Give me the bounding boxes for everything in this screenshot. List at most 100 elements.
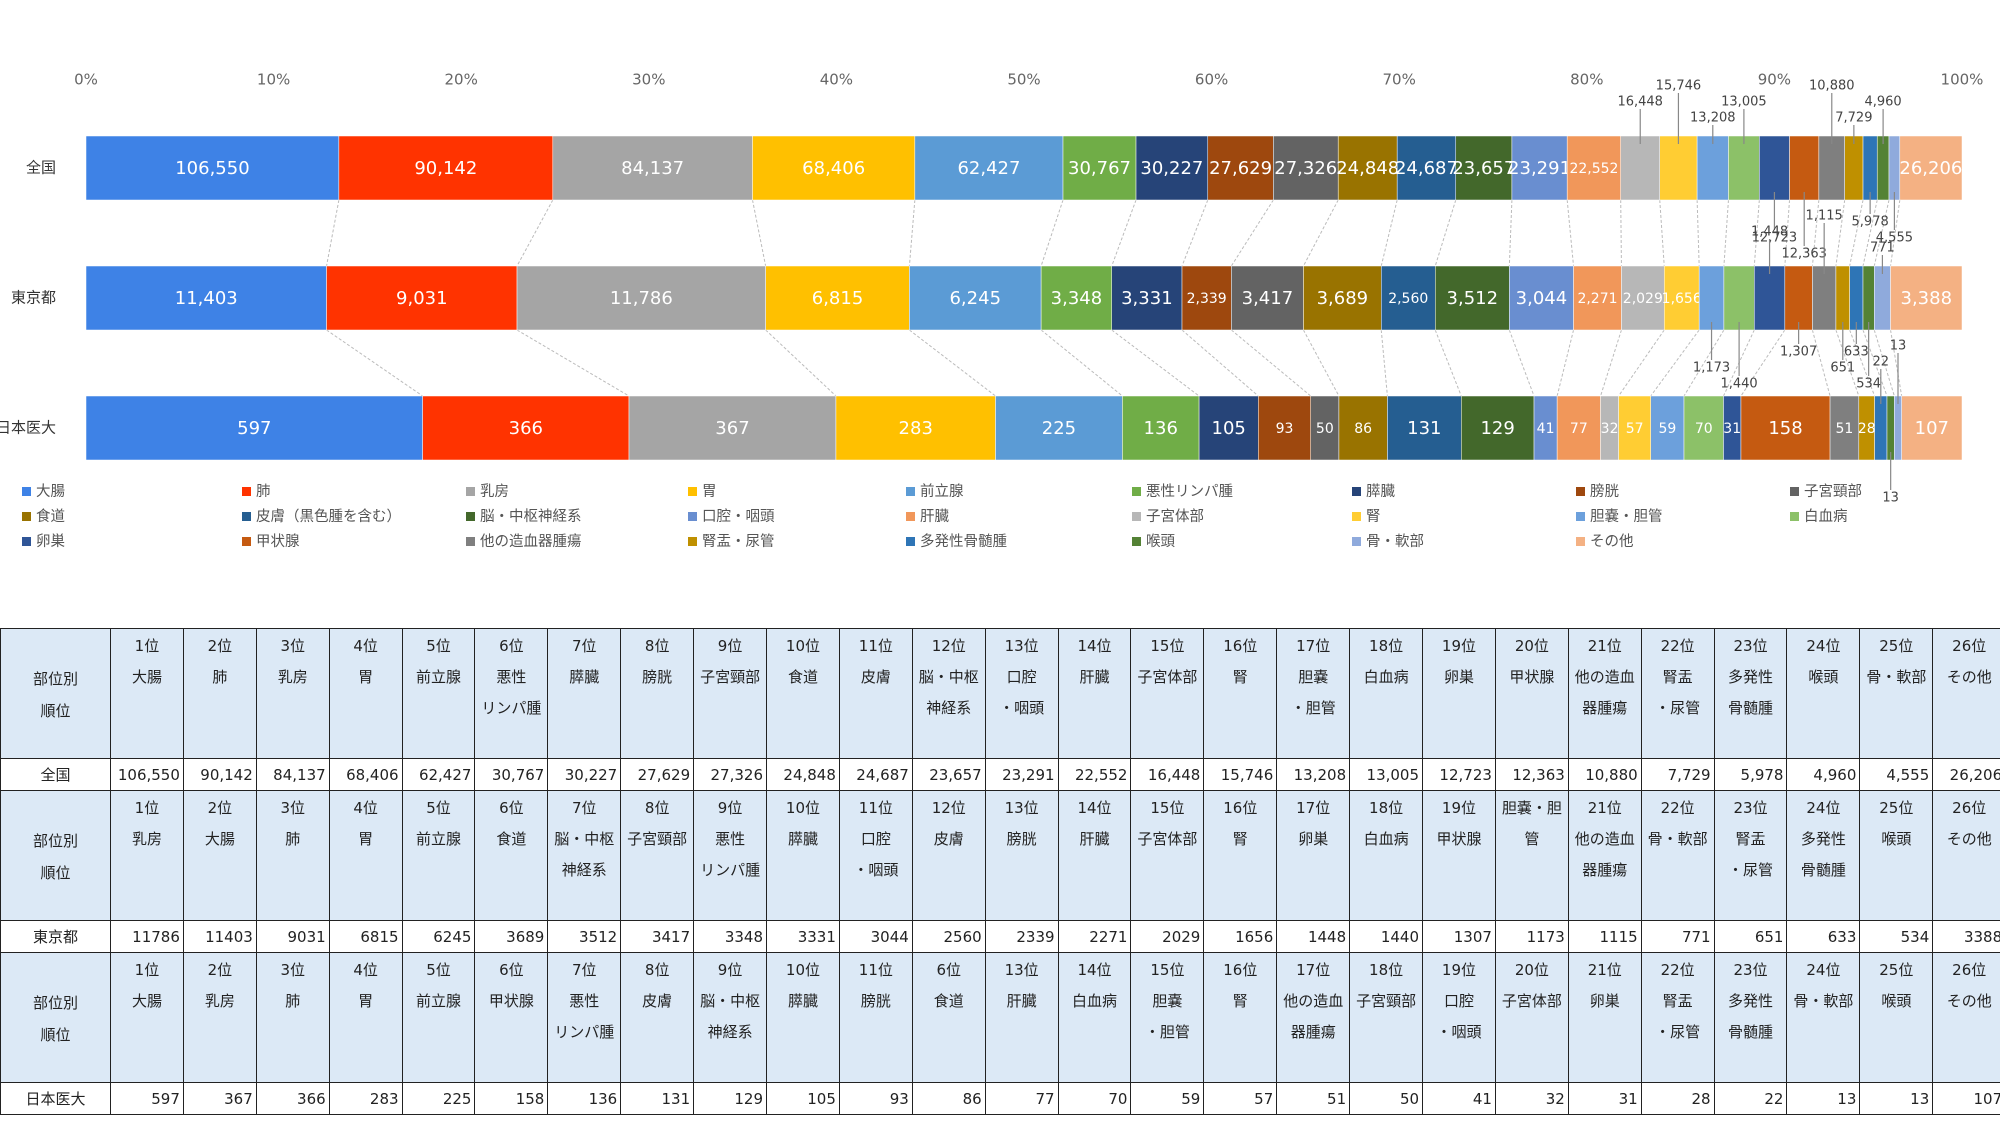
- segment-label: 30,227: [1140, 158, 1203, 179]
- connector-line: [1111, 329, 1200, 397]
- value-cell: 3512: [547, 920, 622, 953]
- legend-label: 骨・軟部: [1366, 533, 1424, 550]
- value-cell: 158: [474, 1082, 549, 1115]
- legend-swatch: [1352, 512, 1361, 521]
- value-cell: 1115: [1567, 920, 1642, 953]
- x-tick-label: 100%: [1941, 71, 1984, 89]
- connector-line: [1040, 199, 1064, 267]
- callout-label: 15,746: [1656, 79, 1702, 94]
- callout-label: 10,880: [1809, 79, 1855, 94]
- rank-cell: 21位 他の造血 器腫瘍: [1567, 628, 1642, 759]
- rank-cell: 10位 膵臓: [766, 790, 840, 921]
- rank-cell: 6位 甲状腺: [474, 952, 549, 1083]
- bar-segment: [1181, 265, 1232, 331]
- rank-cell: 24位 骨・軟部: [1786, 952, 1861, 1083]
- bar-segment: [628, 395, 837, 461]
- bar-segment: [1874, 265, 1891, 331]
- legend-label: 多発性骨髄腫: [920, 533, 1007, 550]
- value-cell: 12,363: [1494, 758, 1569, 791]
- segment-label: 23,657: [1452, 158, 1515, 179]
- segment-label: 57: [1626, 421, 1644, 437]
- bar-segment: [1888, 135, 1901, 201]
- bar-segment: [1894, 395, 1902, 461]
- rank-cell: 16位腎: [1203, 628, 1278, 759]
- x-tick-label: 40%: [820, 71, 853, 89]
- connector-line: [1040, 329, 1123, 397]
- rank-cell: 5位 前立腺: [401, 628, 476, 759]
- segment-label: 283: [899, 418, 933, 439]
- connector-line: [1380, 199, 1398, 267]
- value-cell: 534: [1859, 920, 1934, 953]
- value-cell: 4,555: [1859, 758, 1934, 791]
- connector-line: [1753, 199, 1760, 267]
- legend-swatch: [1790, 512, 1799, 521]
- callout-label: 12,723: [1752, 231, 1798, 246]
- rank-cell: 16位腎: [1203, 790, 1278, 921]
- connector-line: [326, 199, 340, 267]
- value-cell: 23,291: [984, 758, 1059, 791]
- rank-cell: 26位 その他: [1932, 952, 2000, 1083]
- segment-label: 23,291: [1508, 158, 1571, 179]
- rank-cell: 7位 悪性 リンパ腫: [547, 952, 622, 1083]
- legend-label: 喉頭: [1146, 533, 1175, 550]
- x-tick-label: 10%: [257, 71, 290, 89]
- bar-segment: [1387, 395, 1462, 461]
- legend-label: 膀胱: [1590, 483, 1619, 500]
- bar-segment: [1511, 135, 1568, 201]
- rank-cell: 2位肺: [182, 628, 257, 759]
- rank-cell: 26位 その他: [1932, 790, 2000, 921]
- value-cell: 16,448: [1130, 758, 1205, 791]
- connector-line: [1683, 329, 1725, 397]
- legend-swatch: [1132, 537, 1141, 546]
- legend-label: 肝臓: [920, 508, 949, 525]
- legend-label: 他の造血器腫瘍: [480, 532, 582, 550]
- rank-cell: 11位 口腔 ・咽頭: [838, 790, 913, 921]
- bar-segment: [1434, 265, 1510, 331]
- value-cell: 225: [401, 1082, 476, 1115]
- connector-line: [1600, 329, 1622, 397]
- connector-line: [1811, 329, 1831, 397]
- rank-cell: 6位 食道: [474, 790, 549, 921]
- rank-cell: 22位 腎盂 ・尿管: [1640, 952, 1715, 1083]
- value-cell: 62,427: [401, 758, 476, 791]
- callout-label: 13: [1882, 491, 1899, 506]
- bar-segment: [1455, 135, 1513, 201]
- legend-swatch: [1790, 487, 1799, 496]
- segment-label: 27,629: [1209, 158, 1272, 179]
- legend-label: 胃: [702, 484, 717, 500]
- rank-cell: 25位 喉頭: [1859, 790, 1934, 921]
- rank-cell: 18位 子宮頸部: [1349, 952, 1424, 1083]
- bar-segment: [1862, 135, 1878, 201]
- callout-label: 534: [1856, 377, 1881, 392]
- rank-cell: 4位胃: [328, 790, 403, 921]
- connector-line: [1380, 329, 1388, 397]
- segment-label: 136: [1144, 418, 1178, 439]
- rank-cell: 20位 甲状腺: [1494, 628, 1569, 759]
- legend-swatch: [242, 512, 251, 521]
- bar-segment: [1461, 395, 1535, 461]
- connector-line: [1740, 329, 1786, 397]
- connector-line: [1181, 199, 1209, 267]
- rank-cell: 24位 多発性 骨髄腫: [1786, 790, 1861, 921]
- connector-line: [1302, 199, 1339, 267]
- segment-label: 31: [1723, 421, 1741, 437]
- segment-label: 597: [237, 418, 271, 439]
- value-cell: 30,227: [547, 758, 622, 791]
- bar-segment: [1754, 265, 1786, 331]
- legend-swatch: [906, 537, 915, 546]
- value-cell: 12,723: [1422, 758, 1496, 791]
- segment-label: 28: [1858, 421, 1876, 437]
- callout-label: 651: [1830, 361, 1855, 376]
- rank-cell: 25位 骨・軟部: [1859, 628, 1934, 759]
- value-cell: 3689: [474, 920, 549, 953]
- connector-line: [1849, 329, 1876, 397]
- legend-swatch: [466, 512, 475, 521]
- value-cell: 10,880: [1567, 758, 1642, 791]
- segment-label: 24,687: [1395, 158, 1458, 179]
- connector-line: [516, 199, 554, 267]
- bar-segment: [909, 265, 1042, 331]
- value-row: 東京都 11786 11403 9031 6815 6245 3689 3512 3417 334…: [0, 920, 2000, 953]
- rank-cell: 12位 皮膚: [911, 790, 986, 921]
- segment-label: 2,029: [1623, 291, 1663, 307]
- rank-cell: 5位 前立腺: [401, 790, 476, 921]
